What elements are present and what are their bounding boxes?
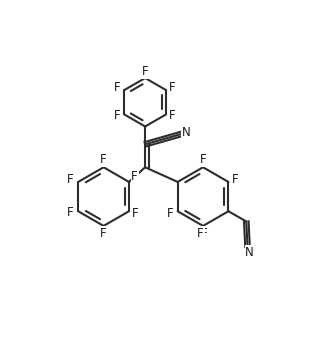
Text: F: F — [114, 109, 120, 122]
Text: N: N — [182, 126, 191, 139]
Text: F: F — [100, 153, 107, 166]
Text: F: F — [201, 227, 208, 240]
Text: F: F — [142, 65, 148, 78]
Text: F: F — [131, 170, 138, 183]
Text: N: N — [245, 246, 254, 259]
Text: F: F — [232, 173, 239, 186]
Text: F: F — [197, 227, 204, 240]
Text: F: F — [100, 227, 107, 240]
Text: F: F — [169, 109, 176, 122]
Text: F: F — [169, 80, 176, 94]
Text: F: F — [200, 153, 206, 166]
Text: F: F — [114, 80, 120, 94]
Text: F: F — [67, 173, 74, 186]
Text: F: F — [132, 207, 139, 220]
Text: F: F — [167, 207, 174, 220]
Text: F: F — [67, 206, 74, 219]
